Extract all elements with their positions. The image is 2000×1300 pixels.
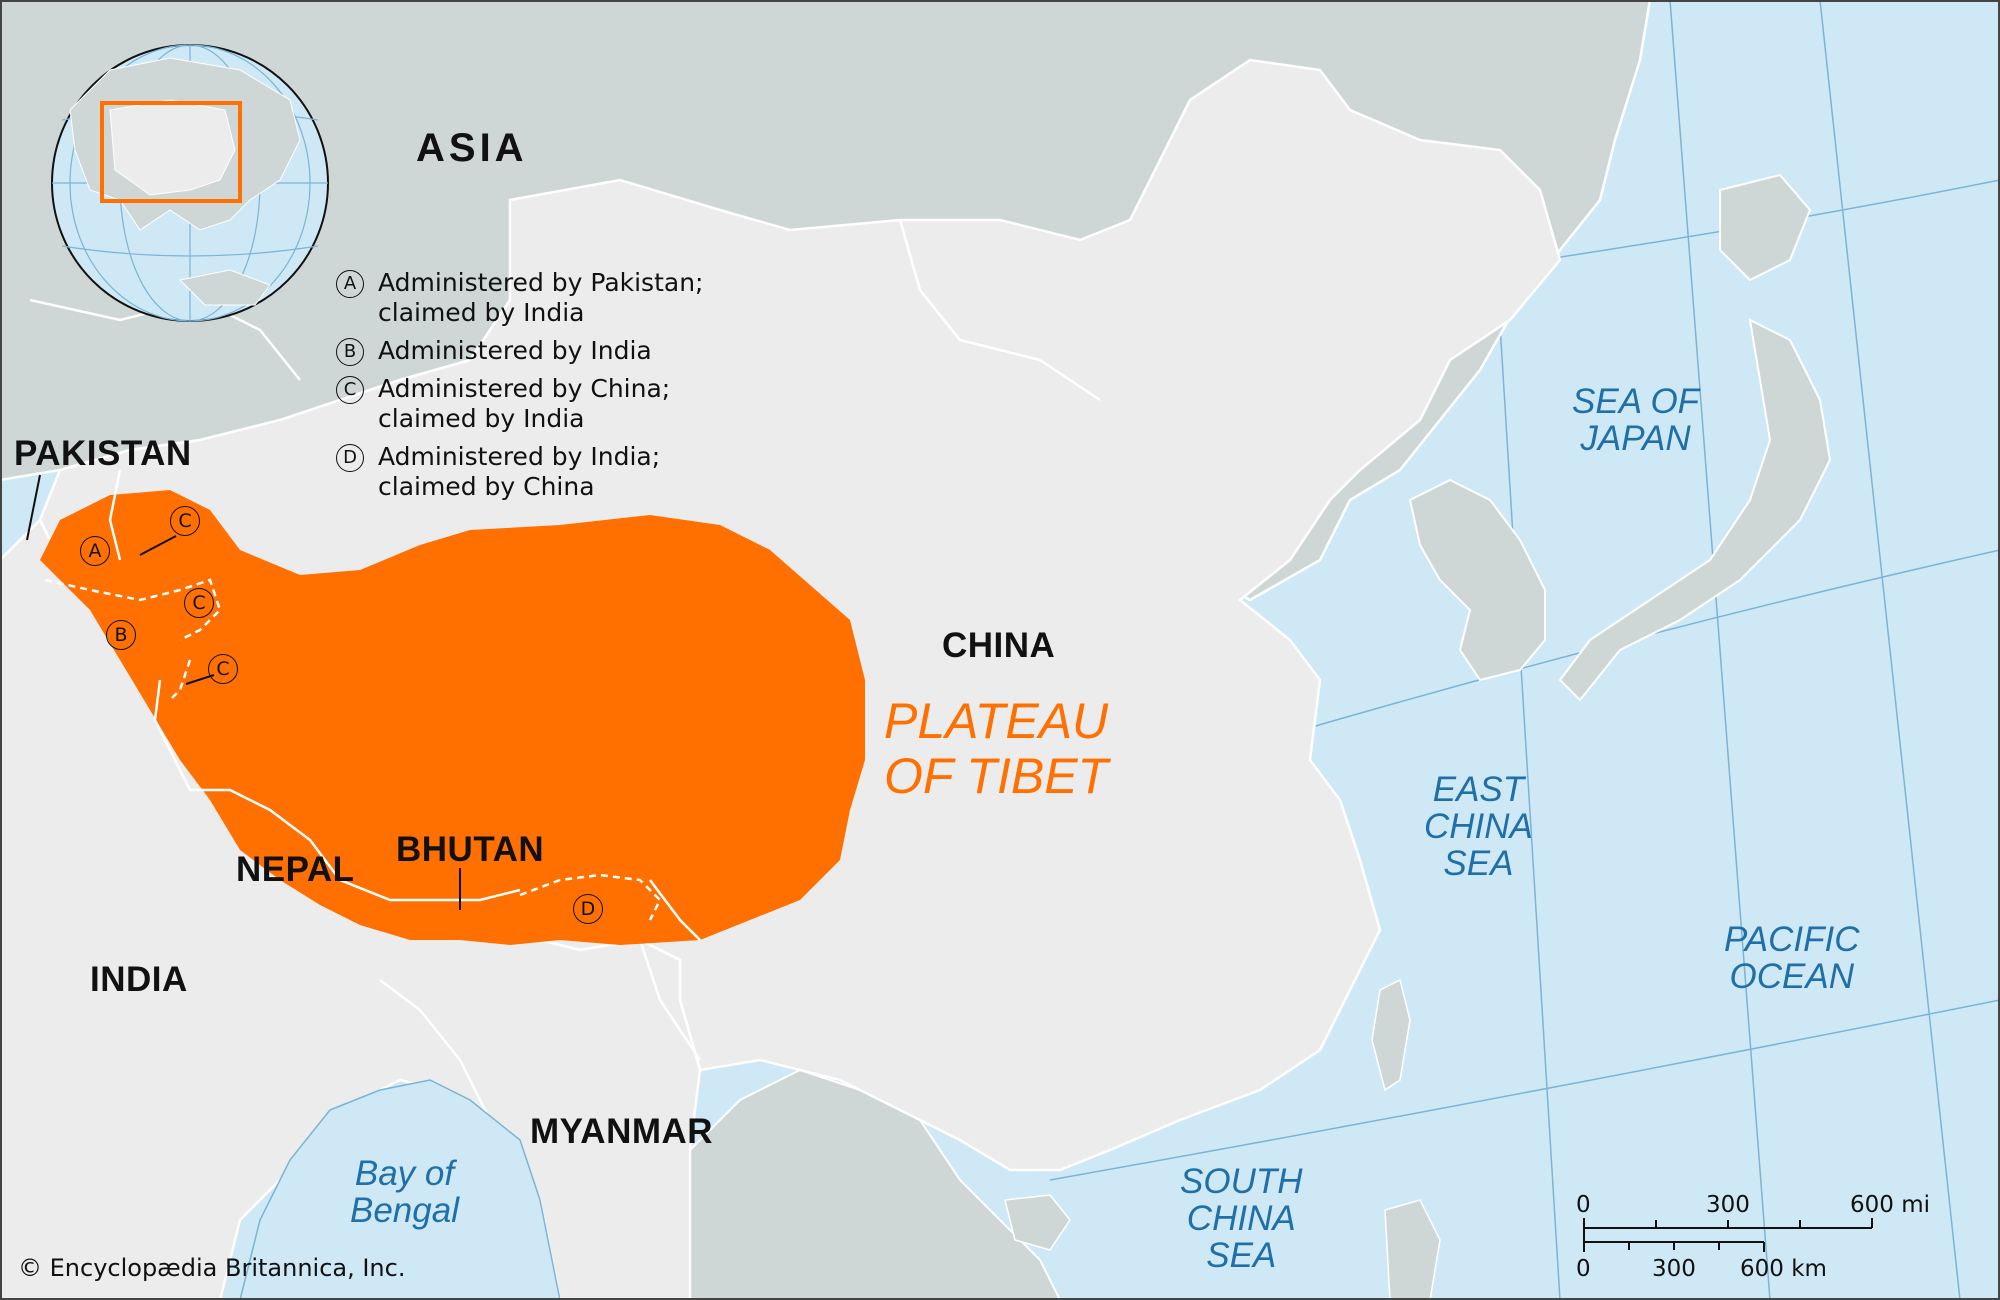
scale-km-0: 0: [1576, 1256, 1591, 1282]
asia-label: ASIA: [416, 126, 528, 170]
legend-text-a: Administered by Pakistan; claimed by Ind…: [378, 268, 704, 327]
bhutan-label: BHUTAN: [396, 830, 545, 869]
legend-marker-d: D: [336, 444, 364, 472]
legend-marker-c: C: [336, 376, 364, 404]
philippines-islands: [1384, 1199, 1441, 1300]
scale-km-300: 300: [1652, 1256, 1696, 1282]
legend-marker-a: A: [336, 270, 364, 298]
map-marker-c1: C: [170, 506, 200, 536]
sea-of-japan-label: SEA OF JAPAN: [1572, 382, 1700, 458]
plateau-label-line1: PLATEAU: [884, 693, 1109, 749]
plateau-internal-borders: [108, 469, 701, 941]
bay-of-bengal-label: Bay of Bengal: [350, 1154, 459, 1230]
pacific-ocean-line2: OCEAN: [1729, 956, 1854, 996]
taiwan-island: [1371, 978, 1411, 1092]
scale-mi-600: 600 mi: [1850, 1192, 1931, 1218]
legend-text-d: Administered by India; claimed by China: [378, 442, 661, 501]
legend: A Administered by Pakistan; claimed by I…: [336, 268, 703, 510]
plateau-label-line2: OF TIBET: [884, 748, 1109, 804]
bay-of-bengal-line2: Bengal: [350, 1190, 459, 1230]
hainan-island: [1004, 1194, 1071, 1251]
legend-text-b: Administered by India: [378, 336, 652, 365]
bay-of-bengal-water: [239, 1079, 561, 1300]
east-china-sea-line3: SEA: [1443, 843, 1514, 883]
legend-marker-b: B: [336, 338, 364, 366]
legend-item-b: B Administered by India: [336, 336, 703, 366]
locator-frame: [100, 101, 242, 203]
map-marker-d: D: [573, 894, 603, 924]
korea-landmass: [1408, 478, 1546, 682]
legend-text-c: Administered by China; claimed by India: [378, 374, 671, 433]
india-label: INDIA: [90, 960, 188, 999]
legend-item-a: A Administered by Pakistan; claimed by I…: [336, 268, 703, 328]
bay-of-bengal-line1: Bay of: [354, 1154, 455, 1193]
south-china-sea-line1: SOUTH: [1180, 1162, 1303, 1201]
plateau-label: PLATEAU OF TIBET: [884, 694, 1108, 804]
legend-item-d: D Administered by India; claimed by Chin…: [336, 442, 703, 502]
south-china-sea-line2: CHINA: [1186, 1198, 1296, 1238]
scale-bar-graphic: [1583, 1218, 1873, 1252]
pacific-ocean-line1: PACIFIC: [1724, 920, 1860, 959]
copyright-credit: © Encyclopædia Britannica, Inc.: [18, 1254, 406, 1282]
china-label: CHINA: [942, 626, 1056, 665]
south-china-sea-label: SOUTH CHINA SEA: [1180, 1162, 1303, 1275]
japan-landmass: [1558, 173, 1832, 702]
myanmar-label: MYANMAR: [530, 1112, 714, 1151]
scale-mi-300: 300: [1706, 1192, 1750, 1218]
plateau-of-tibet-region: [40, 490, 865, 945]
disputed-borders: [44, 578, 662, 921]
pacific-ocean-label: PACIFIC OCEAN: [1724, 920, 1860, 996]
east-china-sea-label: EAST CHINA SEA: [1424, 770, 1533, 883]
map-marker-b: B: [106, 620, 136, 650]
sea-of-japan-line1: SEA OF: [1572, 382, 1700, 421]
legend-item-c: C Administered by China; claimed by Indi…: [336, 374, 703, 434]
scale-km-600: 600 km: [1740, 1256, 1827, 1282]
scale-mi-0: 0: [1576, 1192, 1591, 1218]
locator-globe: [51, 44, 329, 322]
sea-of-japan-line2: JAPAN: [1580, 418, 1691, 458]
south-china-sea-line3: SEA: [1206, 1235, 1277, 1275]
east-china-sea-line1: EAST: [1432, 770, 1525, 809]
pakistan-label: PAKISTAN: [14, 434, 192, 473]
nepal-label: NEPAL: [236, 850, 355, 889]
map-marker-c3: C: [208, 654, 238, 684]
map-marker-c2: C: [184, 588, 214, 618]
east-china-sea-line2: CHINA: [1424, 806, 1533, 846]
map-marker-a: A: [80, 536, 110, 566]
